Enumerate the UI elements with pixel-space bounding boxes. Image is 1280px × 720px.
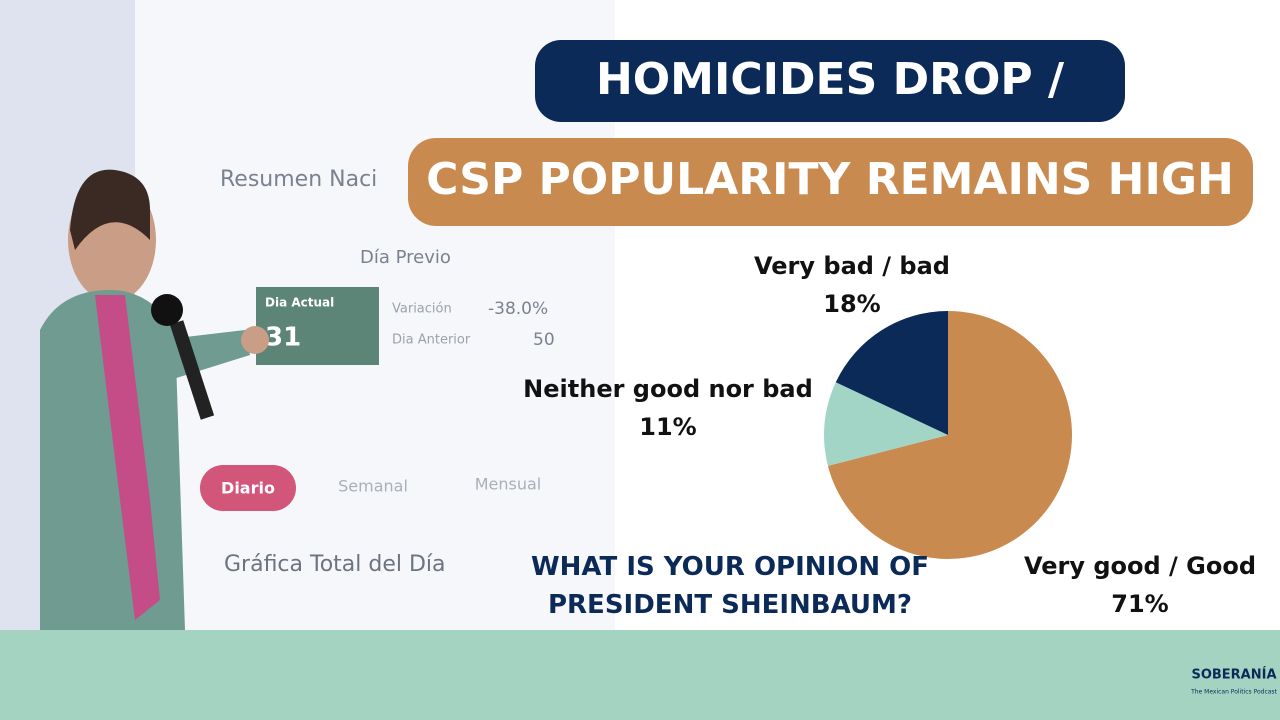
tab-pill bbox=[200, 465, 296, 511]
subtitle-pill bbox=[408, 138, 1253, 226]
logo-tagline: The Mexican Politics Podcast bbox=[1190, 689, 1277, 696]
tab: Semanal bbox=[338, 477, 408, 496]
screen-chart-heading: Gráfica Total del Día bbox=[224, 552, 446, 577]
tab: Diario bbox=[221, 479, 275, 498]
pie-slice bbox=[824, 382, 948, 466]
data-label: 18% bbox=[823, 290, 880, 318]
chart-title: HOMICIDES DROP / bbox=[596, 54, 1065, 105]
legend-label: Neither good nor bad bbox=[523, 375, 813, 403]
tab: Mensual bbox=[475, 475, 542, 494]
screen-section: Día Previo bbox=[360, 247, 451, 268]
chart-subtitle: CSP POPULARITY REMAINS HIGH bbox=[426, 154, 1234, 205]
legend-label: Very bad / bad bbox=[754, 252, 950, 280]
footer-band bbox=[0, 630, 1280, 720]
screen-text: -38.0% bbox=[488, 299, 548, 319]
pie-slice bbox=[835, 311, 948, 435]
screen-card bbox=[256, 287, 379, 365]
logo-name: SOBERANÍA bbox=[1191, 667, 1276, 683]
data-label: 71% bbox=[1111, 590, 1168, 618]
card-value: 31 bbox=[265, 323, 301, 353]
screen-heading: Resumen Naci bbox=[220, 167, 377, 192]
card-label: Dia Actual bbox=[265, 296, 334, 310]
question: WHAT IS YOUR OPINION OF PRESIDENT SHEINB… bbox=[530, 552, 929, 620]
legend-label: Very good / Good bbox=[1024, 552, 1256, 580]
pie-slice bbox=[827, 311, 1072, 560]
person bbox=[40, 169, 269, 630]
screen-text: 50 bbox=[533, 330, 555, 350]
data-label: 11% bbox=[639, 413, 696, 441]
screen-text: Variación bbox=[392, 302, 452, 317]
screen-text: Dia Anterior bbox=[392, 333, 471, 348]
title-pill bbox=[535, 40, 1125, 122]
